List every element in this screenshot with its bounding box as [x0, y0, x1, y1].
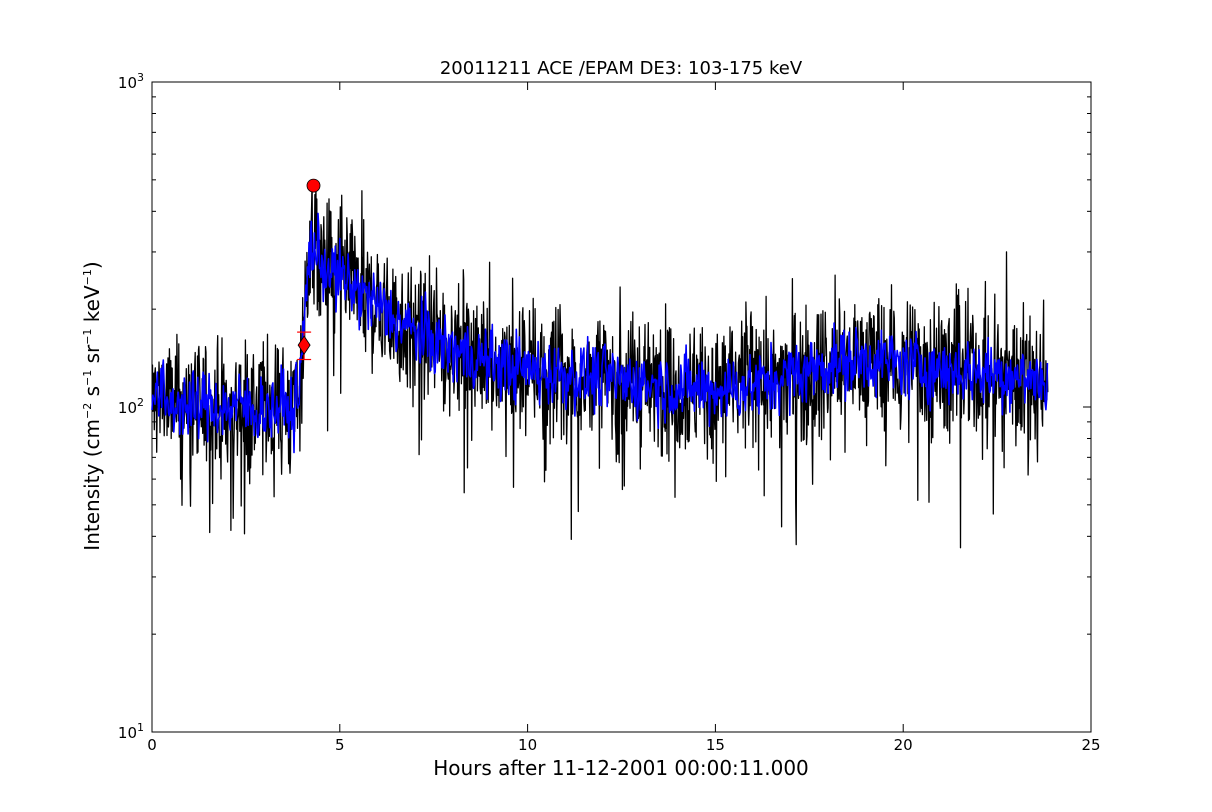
y-tick-label: 101 — [118, 721, 144, 742]
onset-marker — [297, 335, 311, 355]
raw-intensity-line — [151, 179, 1049, 549]
peak-marker — [306, 178, 321, 193]
x-tick-label: 10 — [518, 736, 537, 754]
chart-title: 20011211 ACE /EPAM DE3: 103-175 keV — [440, 58, 803, 79]
x-tick-label: 25 — [1081, 736, 1100, 754]
x-axis-label: Hours after 11-12-2001 00:00:11.000 — [433, 756, 809, 780]
y-axis-label: Intensity (cm−2 s−1 sr−1 keV−1) — [80, 261, 104, 550]
smoothed-intensity-line — [151, 212, 1049, 454]
y-tick-label: 103 — [118, 71, 144, 92]
y-tick-label: 102 — [118, 396, 144, 417]
x-tick-label: 15 — [706, 736, 725, 754]
x-tick-label: 20 — [894, 736, 913, 754]
x-tick-label: 5 — [335, 736, 345, 754]
x-tick-label: 0 — [147, 736, 157, 754]
plot-area: 0 5 10 15 20 25 101 102 103 — [118, 71, 1101, 754]
